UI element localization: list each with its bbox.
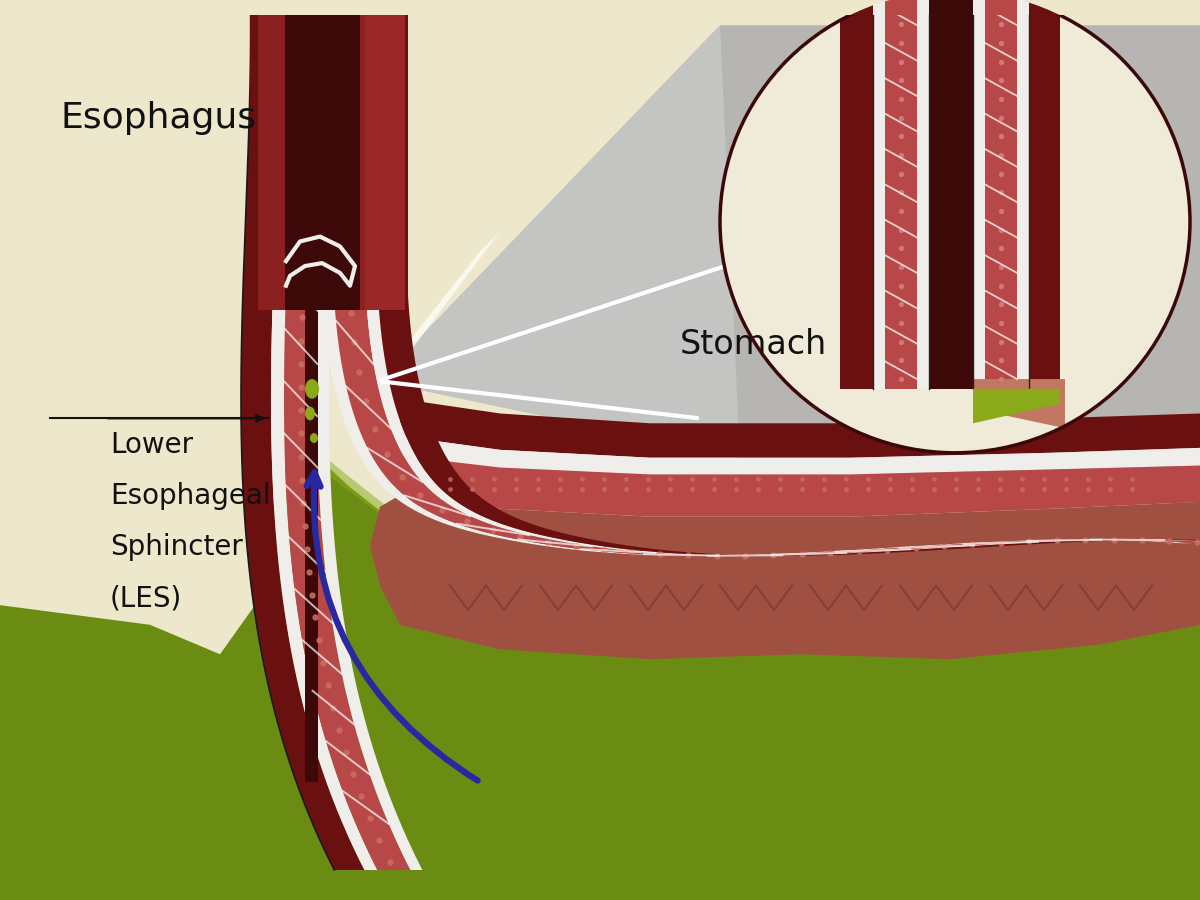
Polygon shape xyxy=(929,0,973,389)
Polygon shape xyxy=(258,15,400,310)
Polygon shape xyxy=(284,15,410,870)
Polygon shape xyxy=(290,448,1200,578)
Polygon shape xyxy=(840,0,874,389)
Polygon shape xyxy=(0,458,1200,900)
Polygon shape xyxy=(400,436,1200,474)
Polygon shape xyxy=(271,15,377,870)
Polygon shape xyxy=(365,15,406,310)
Polygon shape xyxy=(370,495,1200,659)
Ellipse shape xyxy=(310,433,318,443)
Polygon shape xyxy=(1018,0,1030,389)
Polygon shape xyxy=(400,455,1200,517)
Polygon shape xyxy=(377,261,1200,556)
Polygon shape xyxy=(917,0,929,389)
Text: Stomach: Stomach xyxy=(680,328,827,362)
Polygon shape xyxy=(286,15,360,310)
Text: Esophageal: Esophageal xyxy=(110,482,271,510)
Polygon shape xyxy=(378,25,1200,507)
Ellipse shape xyxy=(305,407,314,420)
Polygon shape xyxy=(985,0,1018,389)
Ellipse shape xyxy=(305,379,319,399)
Circle shape xyxy=(720,0,1190,453)
Polygon shape xyxy=(973,389,1060,423)
Polygon shape xyxy=(378,231,500,381)
Polygon shape xyxy=(874,0,886,389)
Polygon shape xyxy=(320,261,1192,556)
Polygon shape xyxy=(332,261,1200,556)
Polygon shape xyxy=(250,15,408,310)
Text: Esophagus: Esophagus xyxy=(60,102,256,135)
Polygon shape xyxy=(305,271,318,782)
Polygon shape xyxy=(378,25,740,458)
Text: Lower: Lower xyxy=(110,431,193,459)
Polygon shape xyxy=(241,15,365,870)
Polygon shape xyxy=(365,261,1200,556)
Polygon shape xyxy=(400,399,1200,458)
Polygon shape xyxy=(973,0,985,389)
Polygon shape xyxy=(886,0,917,389)
Polygon shape xyxy=(1030,0,1060,389)
Text: (LES): (LES) xyxy=(110,584,182,612)
Polygon shape xyxy=(317,15,422,870)
Text: Sphincter: Sphincter xyxy=(110,533,242,561)
Polygon shape xyxy=(973,379,1066,428)
